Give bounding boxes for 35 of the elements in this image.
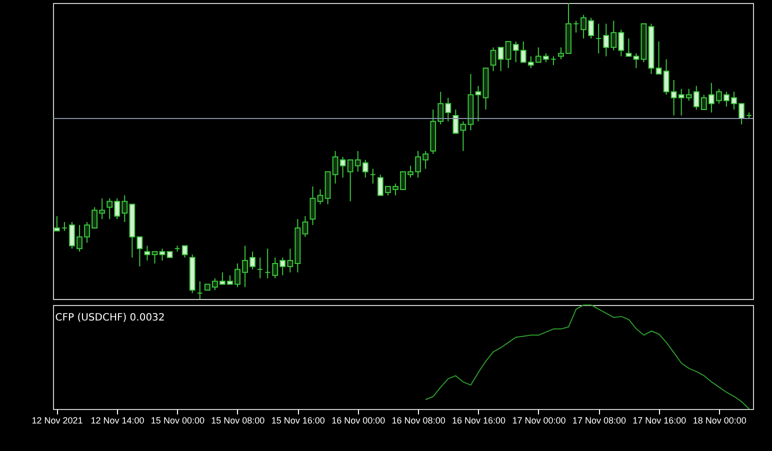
candlestick [475,85,482,122]
candlestick [317,188,324,205]
x-tick-label: 15 Nov 16:00 [271,416,325,426]
candlestick [144,245,150,262]
candlestick [663,58,670,96]
x-tick-label: 16 Nov 00:00 [332,416,386,426]
x-tick-label: 12 Nov 14:00 [90,416,144,426]
candlestick [626,38,632,57]
candlestick [302,216,308,238]
x-tick-label: 17 Nov 16:00 [632,416,686,426]
x-tick-label: 15 Nov 08:00 [211,416,265,426]
x-tick-label: 16 Nov 08:00 [392,416,446,426]
x-tick-label: 18 Nov 00:00 [692,416,746,426]
candlestick [264,248,271,279]
text: CFP (USDCHF) 0.0032 [55,312,165,324]
candlestick [490,46,496,72]
x-tick-label: 16 Nov 16:00 [452,416,506,426]
candlestick [596,23,602,54]
candlestick [54,216,60,232]
candlestick [370,168,376,184]
x-tick-label: 12 Nov 2021 [32,416,83,426]
candlestick [257,257,264,279]
candlestick [136,236,143,267]
candlestick [159,248,166,262]
candlestick [196,280,203,300]
candlestick [573,20,579,34]
candlestick [332,150,338,184]
candlestick [310,186,316,226]
candlestick [656,40,662,75]
x-tick-label: 15 Nov 00:00 [150,416,204,426]
candlestick [498,46,504,72]
candlestick [152,251,158,264]
candlestick [182,245,188,258]
x-tick-label: 17 Nov 08:00 [572,416,626,426]
x-tick-label: 17 Nov 00:00 [512,416,566,426]
